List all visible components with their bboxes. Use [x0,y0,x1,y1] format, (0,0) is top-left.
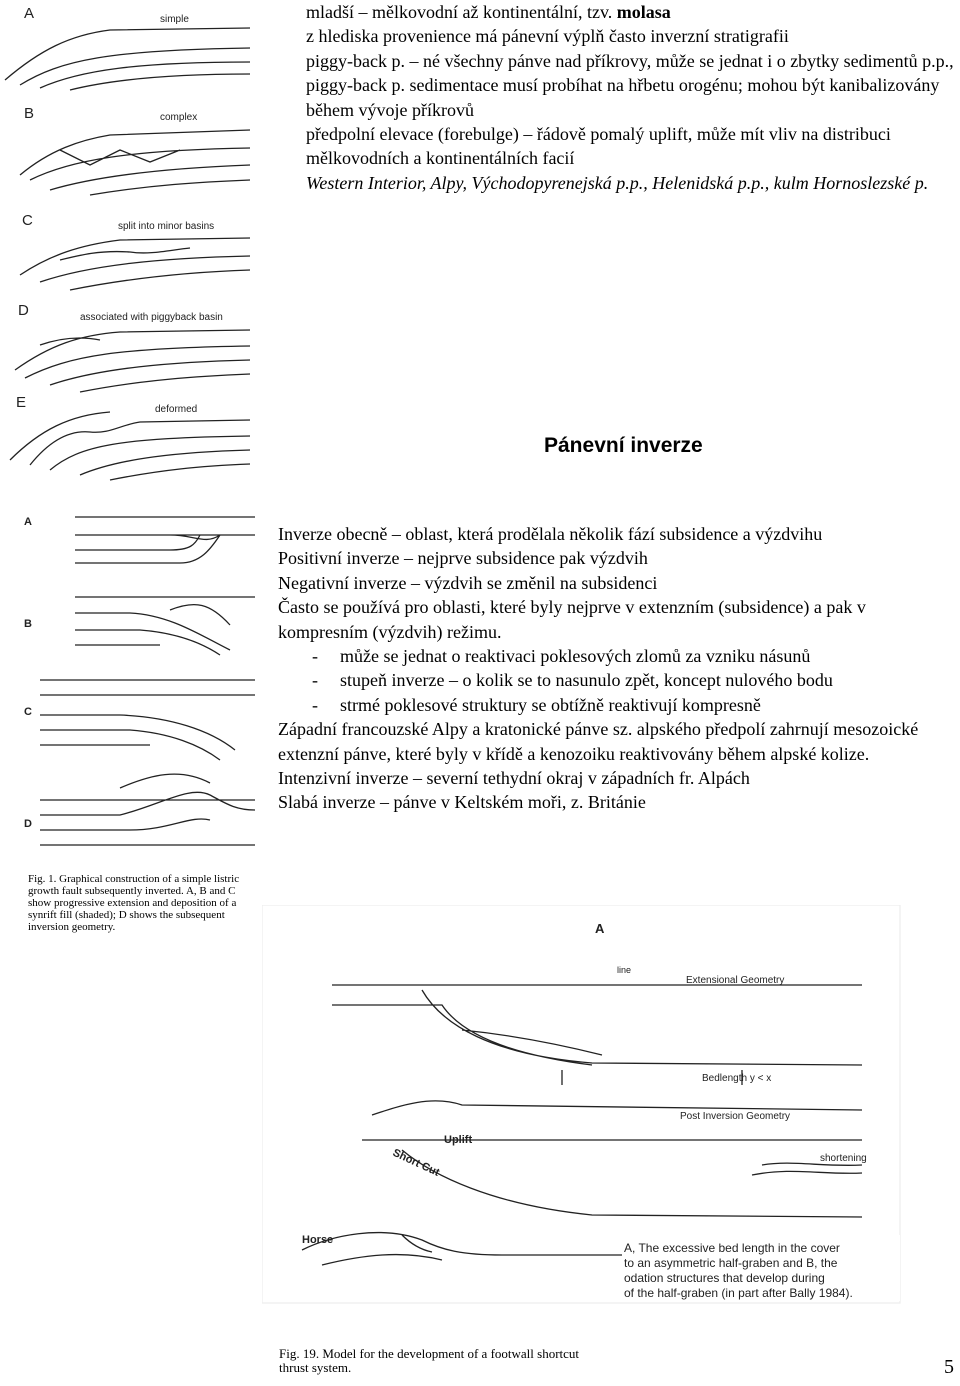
panel-c: C split into minor basins [19,212,251,291]
figure-label: Horse [302,1234,333,1246]
line: Negativní inverze – výzdvih se změnil na… [278,572,658,593]
panel-label: complex [160,112,197,123]
panel-letter: D [24,818,32,830]
inversion-text: Inverze obecně – oblast, která prodělala… [278,522,958,815]
panel-a: A simple [4,5,251,91]
bullet-text: stupeň inverze – o kolik se to nasunulo … [340,670,833,691]
panel-e: E deformed [9,394,251,481]
panel-b: B complex [19,105,251,196]
panel-letter: D [18,302,29,319]
figure-1: A simple B complex C split into minor ba… [4,5,251,481]
bullet: - strmé poklesové struktury se obtížně re… [312,693,958,717]
page-number: 5 [944,1356,954,1378]
panel-letter: B [24,105,34,122]
line: Positivní inverze – nejprve subsidence p… [278,548,648,569]
panel-d: D associated with piggyback basin [14,302,251,393]
caption-line: to an asymmetric half-graben and B, the [624,1256,838,1270]
intro-line: piggy-back p. – né všechny pánve nad pří… [306,50,954,120]
intro-line: Western Interior, Alpy, Východopyrenejsk… [306,171,956,195]
line: Inverze obecně – oblast, která prodělala… [278,524,823,544]
panel-letter: B [24,618,32,630]
bullet-text: může se jednat o reaktivaci poklesových … [340,646,811,667]
figure-2: A B C D [24,516,256,846]
figure-label: Extensional Geometry [686,975,784,986]
figure-label: Post Inversion Geometry [680,1111,790,1122]
figure-label: Bedlength y < x [702,1073,771,1084]
panel-label: deformed [155,404,197,415]
bullet-text: strmé poklesové struktury se obtížně rea… [340,694,761,715]
panel-letter: C [24,706,32,718]
panel-letter: A [24,516,32,528]
figure-caption: Fig. 19. Model for the development of a … [279,1346,580,1375]
bold-term: molasa [616,2,671,22]
line: Často se používá pro oblasti, které byly… [278,597,866,642]
line: Slabá inverze – pánve v Keltském moři, z… [278,792,646,813]
panel-label: simple [160,14,189,25]
line: Západní francouzské Alpy a kratonické pá… [278,719,919,764]
panel-letter: C [22,212,33,229]
fragment: line [617,965,631,975]
bullet: - stupeň inverze – o kolik se to nasunulo… [312,668,958,692]
line: Intenzivní inverze – severní tethydní ok… [278,768,750,789]
intro-line: předpolní elevace (forebulge) – řádově p… [306,124,891,169]
caption-fragment: A, The excessive bed length in the cover… [624,1241,853,1300]
caption-line: of the half-graben (in part after Bally … [624,1286,853,1300]
panel-letter: E [16,394,26,411]
figure-label: shortening [820,1153,867,1164]
section-heading: Pánevní inverze [544,434,703,457]
panel-label: associated with piggyback basin [80,312,223,323]
intro-line: z hlediska provenience má pánevní výplň … [306,26,789,47]
panel-label: split into minor basins [118,221,214,232]
panel-letter: A [24,5,34,22]
caption-line: A, The excessive bed length in the cover [624,1241,840,1255]
figure-3: A line Extensional Geometry Bedlength y … [262,905,901,1304]
intro-line: mladší – mělkovodní až kontinentální, tz… [306,0,956,24]
examples: Western Interior, Alpy, Východopyrenejsk… [306,172,929,193]
panel-letter: A [595,921,605,936]
bullet: - může se jednat o reaktivaci poklesových… [312,644,958,668]
intro-text: mladší – mělkovodní až kontinentální, tz… [306,0,956,195]
caption-line: odation structures that develop during [624,1271,825,1285]
figure-caption: Fig. 1. Graphical construction of a simp… [28,873,240,933]
text: mladší – mělkovodní až kontinentální, tz… [306,2,617,22]
